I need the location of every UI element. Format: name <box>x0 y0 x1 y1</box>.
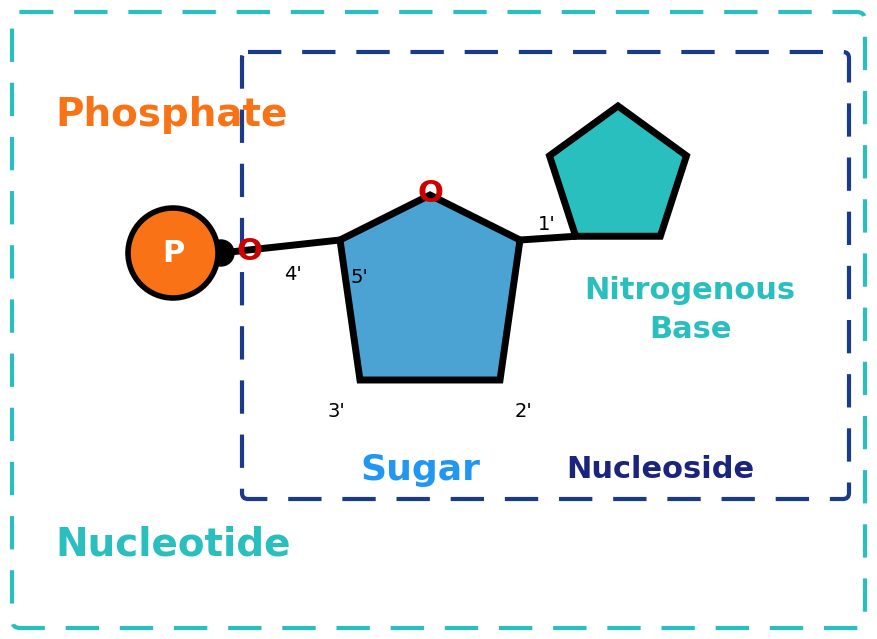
Text: Nucleoside: Nucleoside <box>566 456 754 484</box>
Polygon shape <box>340 195 520 380</box>
Text: O: O <box>417 178 443 208</box>
Text: Phosphate: Phosphate <box>55 96 288 134</box>
Text: P: P <box>162 238 184 268</box>
Text: Nitrogenous
Base: Nitrogenous Base <box>584 277 795 344</box>
Text: 5': 5' <box>350 268 367 287</box>
Circle shape <box>128 208 218 298</box>
Text: Sugar: Sugar <box>360 453 480 487</box>
Text: 4': 4' <box>284 265 302 284</box>
Text: Nucleotide: Nucleotide <box>55 526 290 564</box>
Text: 3': 3' <box>327 402 345 421</box>
Text: O: O <box>236 236 262 265</box>
Text: 2': 2' <box>515 402 532 421</box>
Circle shape <box>208 240 234 266</box>
Polygon shape <box>550 106 687 236</box>
Text: 1': 1' <box>538 215 556 235</box>
